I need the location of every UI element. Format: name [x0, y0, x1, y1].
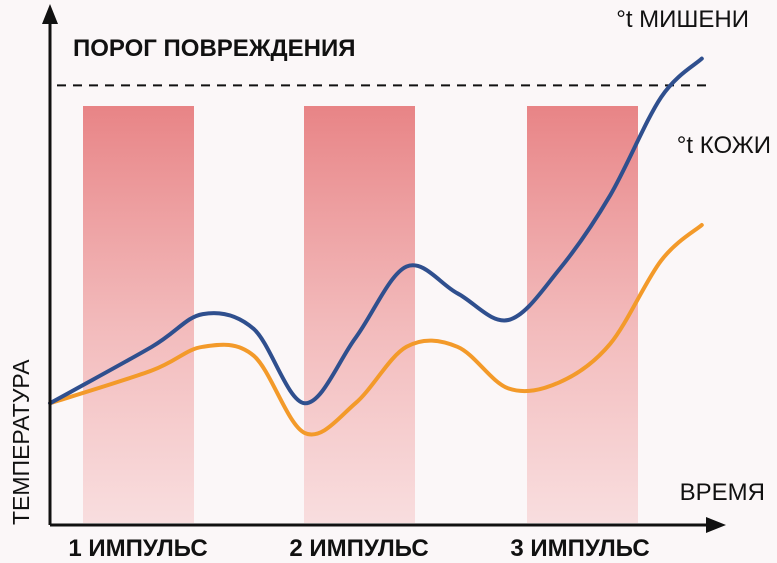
series-lines	[48, 56, 704, 437]
pulse-label-1: 1 ИМПУЛЬС	[68, 535, 207, 562]
pulse-bar-3	[527, 106, 638, 523]
series-line-skin	[48, 223, 704, 437]
series-line-target	[48, 56, 704, 406]
threshold-label: ПОРОГ ПОВРЕЖДЕНИЯ	[73, 35, 355, 62]
pulse-bar-1	[83, 106, 194, 523]
series-label-skin: °t КОЖИ	[677, 132, 771, 159]
series-label-target: °t МИШЕНИ	[616, 6, 749, 33]
x-axis-label: ВРЕМЯ	[680, 479, 765, 506]
pulse-bars	[83, 106, 638, 523]
y-axis-label: ТЕМПЕРАТУРА	[8, 359, 34, 525]
pulse-label-3: 3 ИМПУЛЬС	[510, 535, 649, 562]
y-axis-arrow	[42, 4, 58, 24]
pulse-label-2: 2 ИМПУЛЬС	[289, 535, 428, 562]
x-axis-arrow	[706, 517, 726, 533]
pulse-bar-2	[304, 106, 415, 523]
